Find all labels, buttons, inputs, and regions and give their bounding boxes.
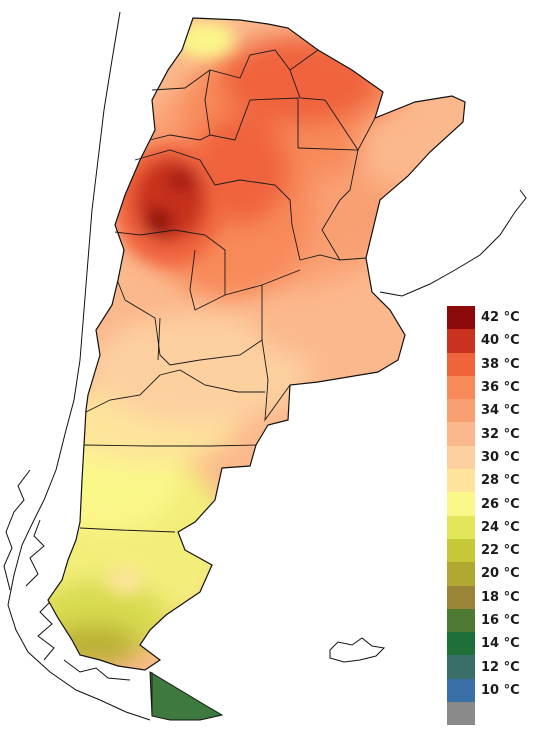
- legend-swatch: [447, 632, 475, 656]
- argentina-outline: [47, 17, 466, 671]
- legend-label: 16 °C: [481, 613, 520, 628]
- legend-swatch: [447, 399, 475, 423]
- legend-swatch: [447, 329, 475, 353]
- legend-label: 24 °C: [481, 519, 520, 535]
- legend-label: 10 °C: [481, 682, 520, 698]
- legend-swatch: [447, 492, 475, 516]
- legend-label: 38 °C: [481, 356, 520, 372]
- legend-label: 40 °C: [481, 333, 520, 349]
- legend-label: 18 °C: [481, 589, 520, 605]
- legend-label: 30 °C: [481, 449, 520, 465]
- legend-row: 14 °C: [447, 632, 533, 656]
- legend-row: 26 °C: [447, 492, 533, 516]
- legend-swatch: [447, 585, 475, 609]
- legend-label: 20 °C: [481, 566, 520, 582]
- legend-row: 38 °C: [447, 352, 533, 376]
- legend-swatch: [447, 702, 475, 726]
- legend-swatch: [447, 538, 475, 563]
- legend-swatch: [447, 678, 475, 703]
- legend-row: 32 °C: [447, 422, 533, 446]
- legend-row: 24 °C: [447, 515, 533, 539]
- legend-label: 22 °C: [481, 543, 520, 559]
- legend-label: 14 °C: [481, 636, 520, 652]
- legend-swatch: [447, 445, 475, 470]
- legend-row: 36 °C: [447, 375, 533, 400]
- legend-row: 10 °C: [447, 678, 533, 703]
- legend-row: 20 °C: [447, 562, 533, 586]
- legend-row: 16 °C: [447, 608, 533, 633]
- legend-row: 12 °C: [447, 655, 533, 679]
- legend-swatch: [447, 562, 475, 586]
- legend-label: 28 °C: [481, 473, 520, 489]
- legend-row: 42 °C: [447, 306, 533, 330]
- legend-swatch: [447, 655, 475, 679]
- legend-row: 34 °C: [447, 399, 533, 423]
- legend-label: 26 °C: [481, 496, 520, 512]
- province-borders: [79, 49, 376, 716]
- legend-label: 32 °C: [481, 426, 520, 442]
- legend-row: 40 °C: [447, 329, 533, 353]
- legend-swatch: [447, 422, 475, 446]
- tierra-del-fuego: [149, 671, 224, 721]
- legend-row: 18 °C: [447, 585, 533, 609]
- legend-swatch: [447, 608, 475, 633]
- legend-row: 28 °C: [447, 469, 533, 493]
- legend-label: 36 °C: [481, 380, 520, 396]
- legend-label: 12 °C: [481, 659, 520, 675]
- legend-swatch: [447, 352, 475, 376]
- legend-swatch: [447, 375, 475, 400]
- legend-row: [447, 702, 533, 726]
- legend-row: 30 °C: [447, 445, 533, 470]
- temperature-legend: 42 °C 40 °C 38 °C 36 °C 34 °C 32 °C 30 °C 28 °C…: [447, 306, 533, 726]
- neighbour-outlines: [3, 11, 527, 721]
- legend-swatch: [447, 469, 475, 493]
- legend-row: 22 °C: [447, 538, 533, 563]
- legend-label: 34 °C: [481, 403, 520, 419]
- legend-swatch: [447, 515, 475, 539]
- legend-swatch: [447, 306, 475, 330]
- legend-label: 42 °C: [481, 310, 520, 326]
